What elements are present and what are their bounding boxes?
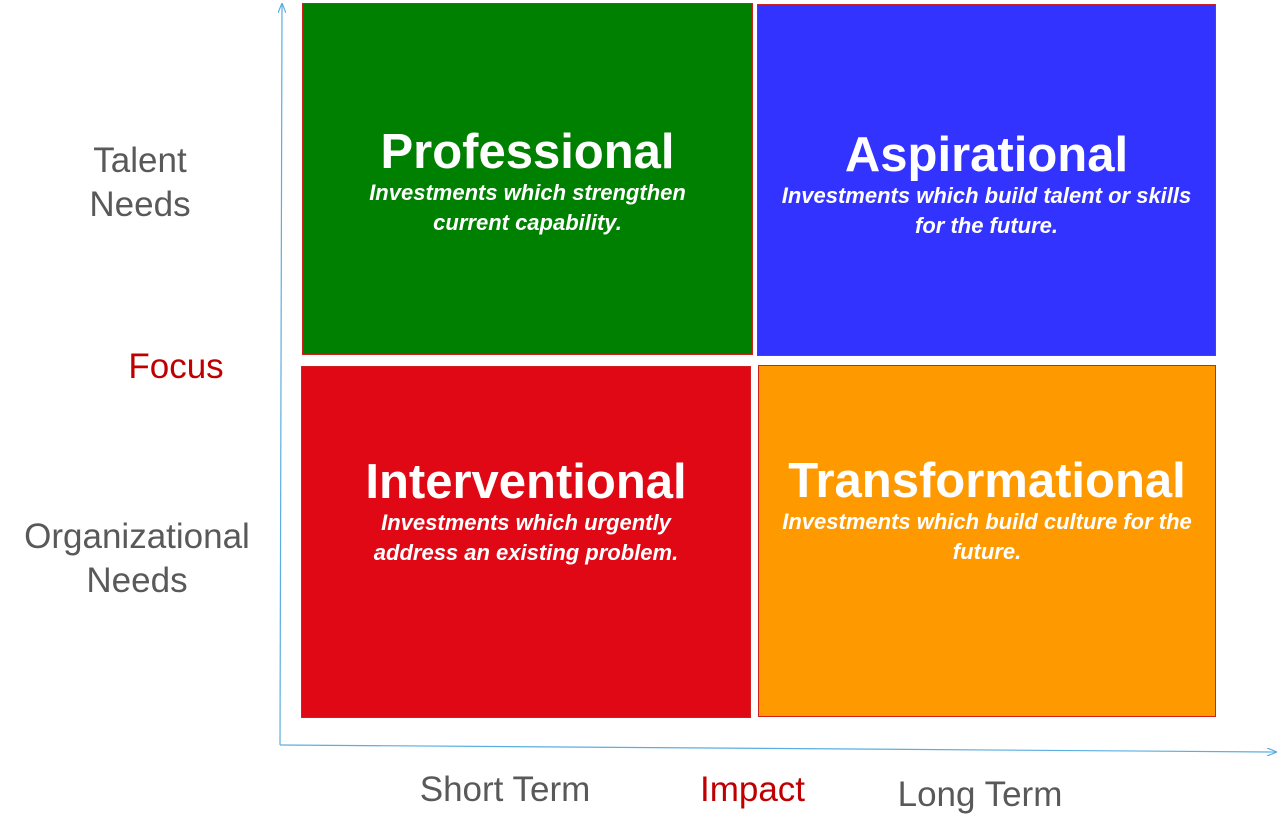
- x-axis-title: Impact: [699, 770, 806, 809]
- quadrant-interventional: Interventional Investments which urgentl…: [301, 366, 751, 718]
- x-axis-right-label: Long Term: [897, 775, 1063, 814]
- quadrant-description: Investments which build culture for the …: [782, 509, 1192, 564]
- y-axis-top-label: Talent Needs: [70, 139, 210, 227]
- quadrant-aspirational: Aspirational Investments which build tal…: [757, 4, 1216, 356]
- quadrant-professional: Professional Investments which strengthe…: [302, 3, 753, 355]
- y-axis-top-label-line: Needs: [89, 185, 191, 224]
- y-axis-title: Focus: [128, 347, 224, 386]
- quadrant-description: Investments which strengthen current cap…: [369, 180, 686, 235]
- quadrant-title: Interventional: [365, 455, 687, 509]
- y-axis-bottom-label: Organizational Needs: [8, 515, 266, 603]
- y-axis-line: [280, 4, 282, 746]
- quadrant-description: Investments which urgently address an ex…: [373, 510, 679, 565]
- y-axis-top-label-line: Talent: [93, 141, 187, 180]
- quadrant-title: Transformational: [788, 454, 1186, 508]
- quadrant-title: Aspirational: [844, 128, 1129, 182]
- x-axis-left-label: Short Term: [419, 770, 591, 809]
- y-axis-bottom-label-line: Organizational: [24, 517, 250, 556]
- quadrant-description: Investments which build talent or skills…: [781, 183, 1192, 238]
- x-axis-line: [279, 744, 1276, 752]
- quadrant-transformational: Transformational Investments which build…: [758, 365, 1216, 717]
- y-axis-bottom-label-line: Needs: [86, 561, 188, 600]
- quadrant-title: Professional: [380, 125, 675, 179]
